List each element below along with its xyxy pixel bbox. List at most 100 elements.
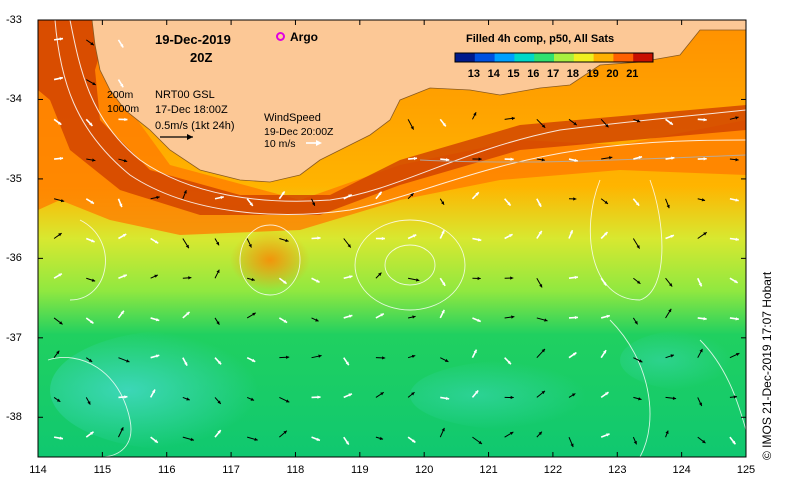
x-tick-label: 116 [157,464,176,476]
wind-vector-icon [697,157,707,161]
current-vector-icon [182,276,192,280]
current-vector-icon [86,79,96,86]
axis-ticks [37,19,747,457]
colorbar-swatch [593,53,614,62]
wind-vector-icon [214,429,222,438]
current-vector-icon [375,356,386,360]
wind-vector-icon [150,354,160,359]
wind-vector-icon [568,158,578,162]
wind-vector-icon [278,317,288,324]
colorbar-label: 21 [626,68,639,80]
y-tick-label: -36 [6,252,22,265]
wind-vector-icon [311,277,320,283]
current-vector-icon [504,395,514,400]
wind-vector-icon [246,356,256,363]
current-vector-icon [697,231,708,239]
current-vector-icon [247,277,255,282]
wind-scale: 10 m/s [264,138,296,150]
wind-vector-icon [504,357,512,365]
x-tick-label: 114 [29,464,47,476]
x-tick-label: 120 [414,464,434,476]
current-vector-icon [375,436,384,440]
current-vector-icon [118,357,130,363]
wind-vector-icon [504,198,512,207]
wind-vector-icon [439,230,445,239]
wind-vector-icon [85,198,95,205]
wind-vector-icon [697,118,707,122]
wind-vector-icon [375,191,383,200]
wind-vector-icon [117,198,123,208]
current-vector-icon [182,396,190,401]
current-vector-icon [311,354,322,359]
current-vector-icon [632,238,641,249]
current-vector-icon [182,436,195,442]
current-vector-icon [407,277,420,282]
wind-vector-icon [439,309,446,319]
wind-vector-icon [471,389,479,398]
current-vector-icon [729,352,740,359]
current-vector-icon [729,116,739,120]
wind-vector-icon [53,436,64,440]
current-vector-icon [214,238,220,246]
y-tick-label: -33 [6,14,22,26]
wind-vector-icon [54,156,64,161]
wind-vector-icon [439,277,446,287]
eddy-contours [47,179,746,457]
current-vector-icon [472,157,482,161]
wind-vector-icon [117,79,124,88]
wind-vector-icon [53,272,63,279]
x-tick-label: 117 [222,464,240,476]
current-vector-icon [407,119,415,130]
wind-vector-icon [568,229,574,239]
wind-vector-icon [665,156,675,160]
wind-vector-icon [375,236,385,241]
wind-vector-icon [85,118,93,127]
map-date: 19-Dec-2019 [155,32,231,47]
current-vector-icon [729,395,738,399]
current-vector-icon [118,427,124,438]
current-vector-icon [697,436,706,444]
current-vector-icon [375,272,382,279]
colorbar-swatch [474,53,496,62]
current-vector-icon [536,158,545,162]
warm-eddy [230,230,310,290]
colorbar-swatch [613,53,634,62]
current-vector-icon [536,118,546,129]
wind-vector-icon [150,317,160,322]
current-vector-icon [214,269,220,279]
wind-vector-icon [729,436,737,445]
current-vector-icon [665,430,669,438]
current-vector-icon [439,198,445,206]
y-tick-label: -38 [6,411,22,424]
wind-vector-icon [568,351,577,359]
current-vector-icon [633,396,642,401]
y-tick-label: -35 [6,172,22,185]
argo-marker-icon [276,32,285,41]
current-vector-icon [53,317,63,325]
colorbar-label: 14 [487,68,500,80]
current-vector-icon [279,355,290,360]
current-vector-icon [311,198,316,207]
current-vector-icon [504,315,515,319]
current-vector-icon [407,354,416,359]
cool-water-patch [50,330,310,450]
wind-vector-icon [471,349,478,359]
wind-vector-icon [149,389,156,398]
wind-vector-icon [246,198,254,207]
wind-vector-icon [632,198,640,207]
current-vector-icon [214,317,220,325]
wind-vector-icon [504,233,513,240]
current-vector-icon [53,198,65,203]
colorbar-label: 20 [606,68,619,80]
current-vector-icon [407,315,416,319]
current-vector-icon [536,431,543,438]
colorbar-label: 16 [527,68,540,80]
wind-vector-icon [504,157,514,161]
current-vector-icon [85,39,95,46]
x-tick-label: 118 [286,464,305,476]
wind-vector-icon [665,234,675,240]
wind-vector-icon [375,312,385,319]
current-vector-icon [697,348,703,358]
wind-vector-icon [440,396,450,401]
wind-vector-icon [118,233,127,240]
